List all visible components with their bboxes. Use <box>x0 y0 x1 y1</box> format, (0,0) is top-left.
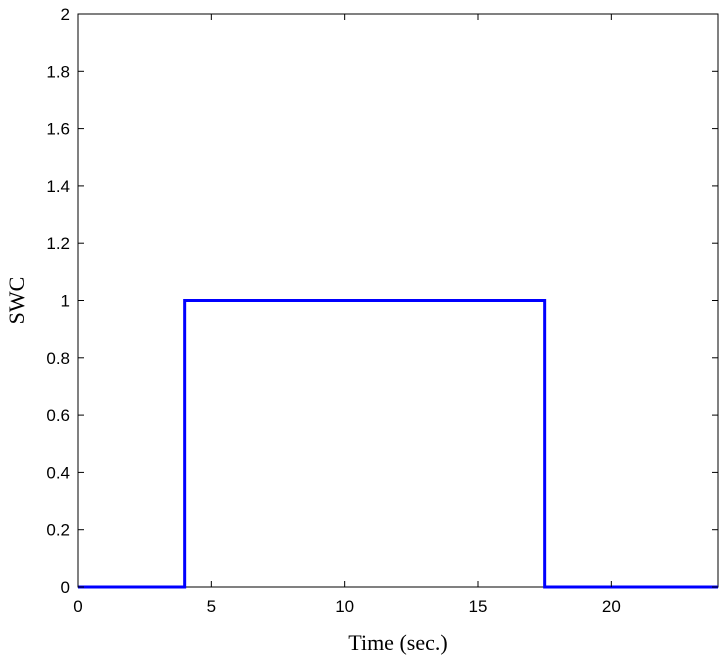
x-tick-label: 20 <box>602 597 621 616</box>
y-axis: 0 0.2 0.4 0.6 0.8 1 1.2 1.4 1.6 1.8 2 <box>46 5 718 597</box>
y-tick-label: 1.8 <box>46 62 70 81</box>
x-tick-label: 10 <box>335 597 354 616</box>
y-tick-label: 0.6 <box>46 406 70 425</box>
y-axis-title: SWC <box>4 277 29 325</box>
y-tick-label: 1.6 <box>46 120 70 139</box>
y-tick-label: 0 <box>61 578 70 597</box>
y-tick-label: 0.4 <box>46 463 70 482</box>
y-tick-label: 1.2 <box>46 234 70 253</box>
x-tick-label: 0 <box>73 597 82 616</box>
x-axis-title: Time (sec.) <box>348 630 447 655</box>
x-tick-label: 15 <box>469 597 488 616</box>
y-tick-label: 1.4 <box>46 177 70 196</box>
x-axis: 0 5 10 15 20 <box>73 14 621 616</box>
y-tick-label: 1 <box>61 292 70 311</box>
series-line <box>78 299 718 589</box>
series-layer <box>78 299 718 589</box>
x-tick-label: 5 <box>207 597 216 616</box>
y-tick-label: 0.2 <box>46 521 70 540</box>
y-tick-label: 0.8 <box>46 349 70 368</box>
y-tick-label: 2 <box>61 5 70 24</box>
